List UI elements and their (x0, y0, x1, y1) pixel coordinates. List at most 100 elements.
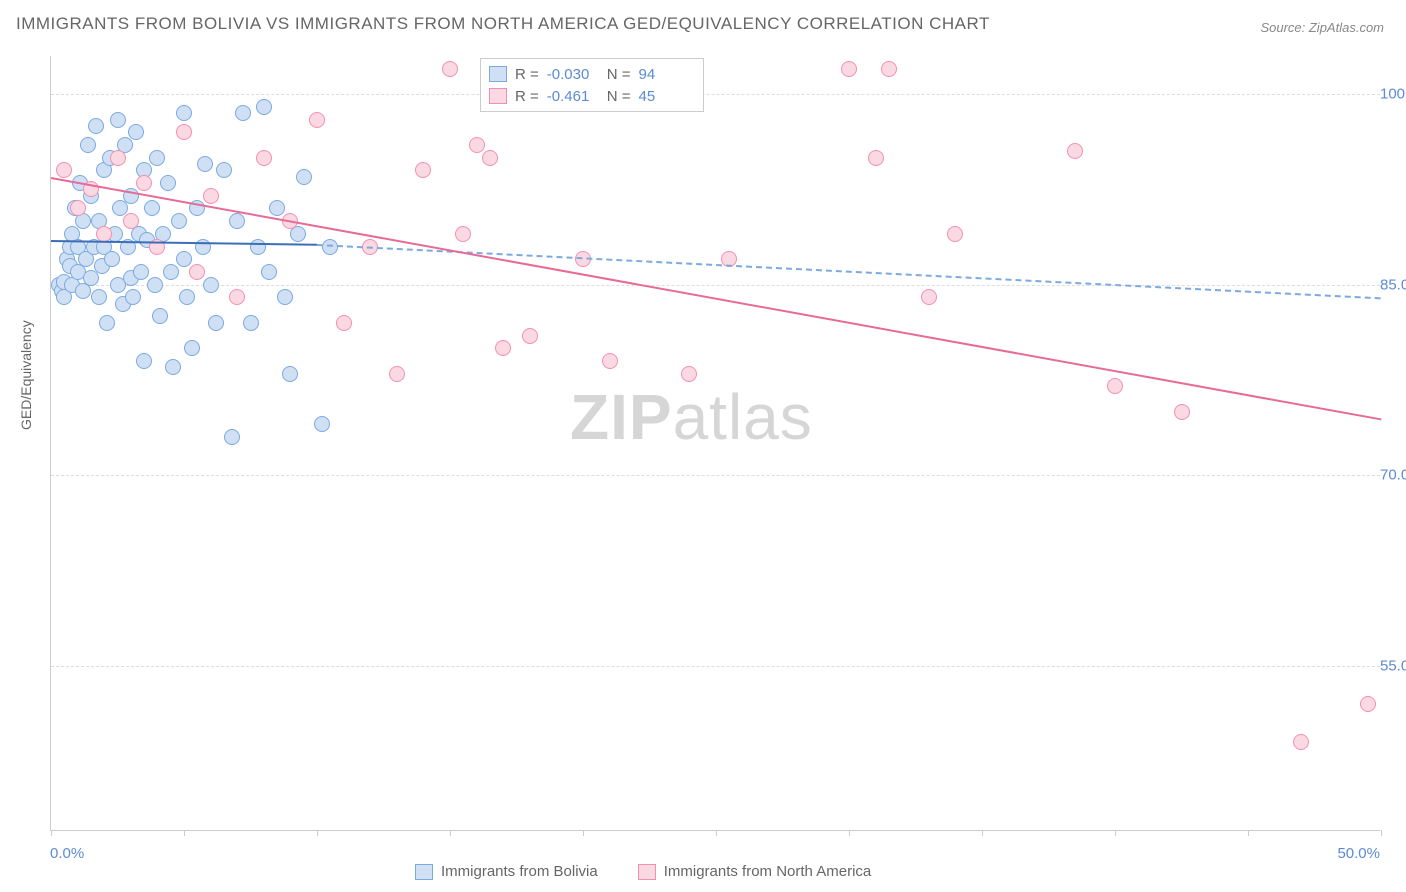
scatter-point (921, 289, 937, 305)
scatter-point (165, 359, 181, 375)
scatter-point (80, 137, 96, 153)
scatter-point (189, 264, 205, 280)
scatter-point (110, 150, 126, 166)
scatter-point (495, 340, 511, 356)
legend-item: Immigrants from Bolivia (415, 863, 598, 880)
scatter-point (256, 99, 272, 115)
scatter-point (336, 315, 352, 331)
scatter-point (136, 175, 152, 191)
legend-swatch (638, 864, 656, 880)
scatter-point (1107, 378, 1123, 394)
scatter-point (389, 366, 405, 382)
scatter-point (99, 315, 115, 331)
scatter-point (243, 315, 259, 331)
legend-swatch (489, 88, 507, 104)
scatter-point (250, 239, 266, 255)
scatter-point (171, 213, 187, 229)
scatter-point (149, 150, 165, 166)
scatter-point (1174, 404, 1190, 420)
scatter-point (469, 137, 485, 153)
scatter-point (197, 156, 213, 172)
y-tick-label: 85.0% (1380, 276, 1406, 293)
scatter-point (147, 277, 163, 293)
legend-corr-row: R = -0.030 N = 94 (489, 63, 691, 85)
scatter-point (309, 112, 325, 128)
legend-item: Immigrants from North America (638, 863, 872, 880)
scatter-point (203, 188, 219, 204)
scatter-point (1067, 143, 1083, 159)
scatter-point (163, 264, 179, 280)
gridline (51, 285, 1380, 286)
x-tick-mark (849, 830, 850, 836)
y-tick-label: 100.0% (1380, 86, 1406, 103)
gridline (51, 94, 1380, 95)
legend-series-name: Immigrants from Bolivia (441, 863, 598, 880)
scatter-point (176, 251, 192, 267)
legend-n-label: N = (607, 66, 631, 83)
correlation-legend: R = -0.030 N = 94R = -0.461 N = 45 (480, 58, 704, 112)
x-tick-mark (1115, 830, 1116, 836)
scatter-point (296, 169, 312, 185)
scatter-point (195, 239, 211, 255)
source-attribution: Source: ZipAtlas.com (1260, 20, 1384, 35)
scatter-point (216, 162, 232, 178)
x-axis-max-label: 50.0% (1337, 845, 1380, 862)
x-axis-min-label: 0.0% (50, 845, 84, 862)
scatter-point (133, 264, 149, 280)
scatter-point (152, 308, 168, 324)
scatter-point (947, 226, 963, 242)
x-tick-mark (51, 830, 52, 836)
plot-area: 100.0%85.0%70.0%55.0% (50, 56, 1380, 831)
scatter-point (277, 289, 293, 305)
scatter-point (881, 61, 897, 77)
scatter-point (160, 175, 176, 191)
scatter-point (83, 270, 99, 286)
scatter-point (602, 353, 618, 369)
y-axis-label: GED/Equivalency (18, 320, 34, 430)
scatter-point (104, 251, 120, 267)
trend-line-dashed (317, 244, 1381, 299)
scatter-point (229, 289, 245, 305)
scatter-point (269, 200, 285, 216)
x-tick-mark (184, 830, 185, 836)
legend-swatch (489, 66, 507, 82)
legend-series-name: Immigrants from North America (664, 863, 872, 880)
scatter-point (208, 315, 224, 331)
scatter-point (482, 150, 498, 166)
legend-n-value: 94 (639, 66, 691, 83)
scatter-point (176, 105, 192, 121)
scatter-point (123, 213, 139, 229)
scatter-point (224, 429, 240, 445)
scatter-point (256, 150, 272, 166)
scatter-point (110, 112, 126, 128)
scatter-point (144, 200, 160, 216)
x-tick-mark (317, 830, 318, 836)
scatter-point (203, 277, 219, 293)
scatter-point (868, 150, 884, 166)
scatter-point (136, 353, 152, 369)
scatter-point (681, 366, 697, 382)
scatter-point (184, 340, 200, 356)
trend-line (51, 177, 1381, 420)
scatter-point (1360, 696, 1376, 712)
x-tick-mark (450, 830, 451, 836)
scatter-point (261, 264, 277, 280)
scatter-point (522, 328, 538, 344)
gridline (51, 666, 1380, 667)
legend-swatch (415, 864, 433, 880)
legend-r-value: -0.461 (547, 88, 599, 105)
legend-r-value: -0.030 (547, 66, 599, 83)
scatter-point (235, 105, 251, 121)
scatter-point (179, 289, 195, 305)
x-tick-mark (1381, 830, 1382, 836)
x-tick-mark (583, 830, 584, 836)
legend-n-label: N = (607, 88, 631, 105)
scatter-point (314, 416, 330, 432)
scatter-point (96, 226, 112, 242)
x-tick-mark (716, 830, 717, 836)
scatter-point (455, 226, 471, 242)
scatter-point (176, 124, 192, 140)
legend-r-label: R = (515, 66, 539, 83)
legend-n-value: 45 (639, 88, 691, 105)
legend-corr-row: R =-0.461N =45 (489, 85, 691, 107)
